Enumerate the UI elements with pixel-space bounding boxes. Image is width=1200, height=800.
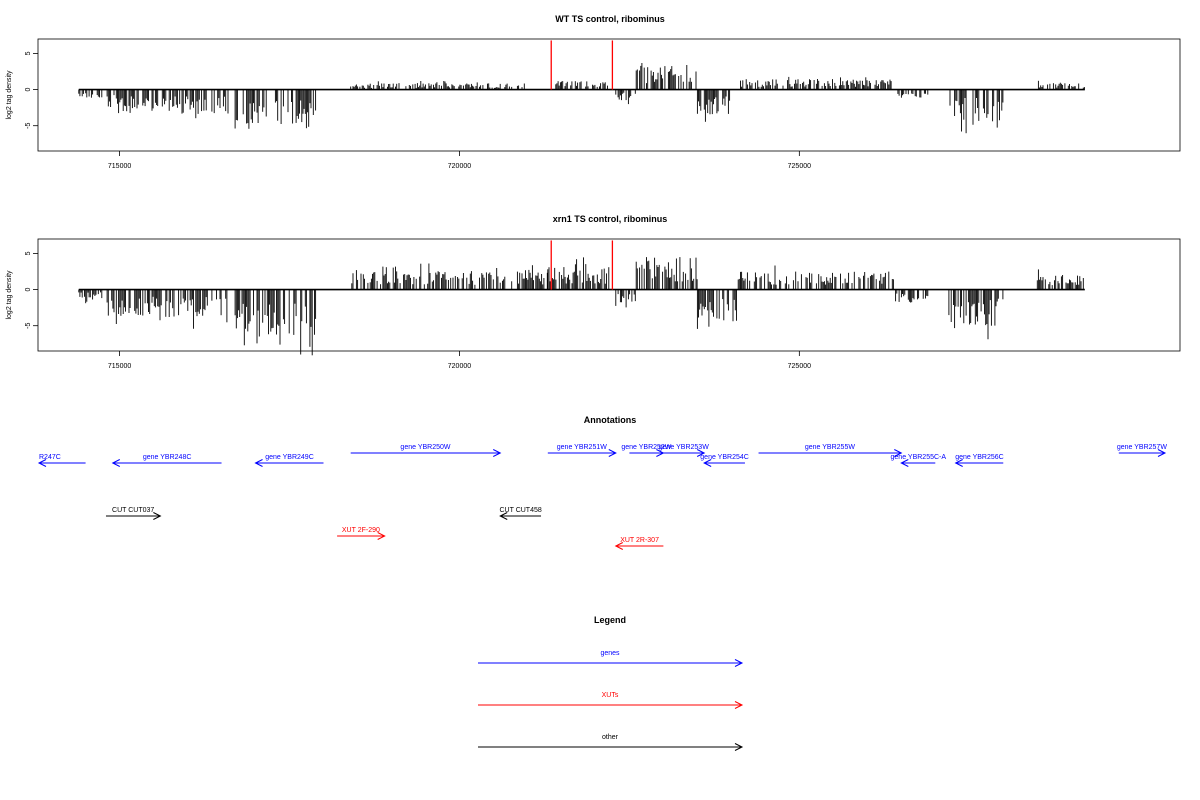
feature-label: gene YBR256C [955, 454, 1004, 461]
arrow-head [734, 701, 744, 709]
y-axis: -5 0 5 [25, 251, 38, 329]
feature-label: gene YBR248C [143, 454, 192, 461]
plot-frame [37, 38, 1181, 152]
legend: Legend genes XUTs other [478, 615, 744, 751]
panel-title: WT TS control, ribominus [555, 14, 665, 24]
legend-item: genes [478, 650, 744, 667]
coverage-panel-xrn1: xrn1 TS control, ribominus 715000 720000 7… [6, 214, 1181, 370]
feature-arrow: gene YBR255C-A [891, 454, 947, 467]
arrow-head [734, 743, 744, 751]
panel-title: xrn1 TS control, ribominus [553, 214, 668, 224]
y-axis-label: log2 tag density [6, 270, 13, 320]
annotations-title: Annotations [584, 415, 637, 425]
x-axis: 715000 720000 725000 [108, 151, 811, 170]
legend-label: other [602, 734, 619, 741]
feature-arrow: gene YBR250W [350, 444, 502, 457]
feature-arrow: gene YBR256C [954, 454, 1004, 467]
x-tick-label: 715000 [108, 163, 131, 170]
arrow-head [493, 449, 502, 457]
legend-title: Legend [594, 615, 626, 625]
x-tick-label: 715000 [108, 363, 131, 370]
feature-label: XUT 2F-290 [342, 527, 380, 534]
feature-arrow: gene YBR248C [111, 454, 222, 467]
y-axis-label: log2 tag density [6, 70, 13, 120]
feature-label: gene YBR250W [400, 444, 450, 451]
y-tick-label: -5 [25, 122, 32, 128]
legend-item: XUTs [478, 692, 744, 709]
arrow-head [608, 449, 617, 457]
feature-arrow: gene YBR255W [758, 444, 903, 457]
y-tick-label: 5 [25, 251, 32, 255]
arrow-head [954, 459, 963, 467]
feature-label: gene YBR249C [265, 454, 314, 461]
coverage-bars [78, 40, 1085, 134]
feature-arrow: gene YBR251W [547, 444, 617, 457]
arrow-head [614, 542, 624, 550]
feature-arrow: XUT 2R-307 [614, 537, 664, 550]
feature-arrow: R247C [37, 454, 86, 467]
arrow-head [37, 459, 47, 467]
x-tick-label: 720000 [448, 363, 471, 370]
y-tick-label: 0 [25, 288, 32, 292]
legend-item: other [478, 734, 744, 751]
feature-label: gene YBR254C [700, 454, 749, 461]
arrow-head [499, 512, 508, 520]
arrow-head [1157, 449, 1167, 457]
feature-arrows: R247C gene YBR248C gene YBR249C gene YBR250… [37, 444, 1167, 550]
arrow-head [900, 459, 909, 467]
y-tick-label: 0 [25, 88, 32, 92]
feature-label: XUT 2R-307 [620, 537, 659, 544]
y-tick-label: 5 [25, 51, 32, 55]
x-tick-label: 720000 [448, 163, 471, 170]
arrow-head [696, 449, 706, 457]
arrow-head [254, 459, 263, 467]
feature-arrow: gene YBR254C [700, 454, 749, 467]
feature-label: gene YBR251W [557, 444, 607, 451]
feature-label: gene YBR255C-A [891, 454, 947, 461]
arrow-head [734, 659, 744, 667]
coverage-panel-wt: WT TS control, ribominus 715000 720000 725… [6, 14, 1181, 170]
x-tick-label: 725000 [788, 363, 811, 370]
y-axis: -5 0 5 [25, 51, 38, 129]
feature-arrow: XUT 2F-290 [337, 527, 386, 540]
y-tick-label: -5 [25, 322, 32, 328]
feature-label: R247C [39, 454, 61, 461]
feature-arrow: gene YBR253W [659, 444, 709, 457]
x-axis: 715000 720000 725000 [108, 351, 811, 370]
legend-label: genes [600, 650, 620, 657]
arrow-head [894, 449, 903, 457]
feature-label: CUT CUT037 [112, 507, 154, 514]
annotations-track: Annotations R247C gene YBR248C gene YBR249… [37, 415, 1167, 550]
feature-arrow: gene YBR257W [1117, 444, 1167, 457]
feature-label: gene YBR252W [621, 444, 671, 451]
arrow-head [377, 532, 386, 540]
arrow-head [703, 459, 712, 467]
feature-arrow: CUT CUT458 [499, 507, 542, 520]
arrow-head [111, 459, 120, 467]
arrow-head [153, 512, 162, 520]
feature-label: gene YBR257W [1117, 444, 1167, 451]
feature-label: CUT CUT458 [499, 507, 541, 514]
feature-label: gene YBR253W [659, 444, 709, 451]
feature-arrow: gene YBR249C [254, 454, 324, 467]
legend-label: XUTs [602, 692, 619, 699]
legend-items: genes XUTs other [478, 650, 744, 751]
coverage-bars [78, 240, 1085, 356]
x-tick-label: 725000 [788, 163, 811, 170]
feature-arrow: CUT CUT037 [105, 507, 162, 520]
plot-frame [37, 238, 1181, 352]
feature-label: gene YBR255W [805, 444, 855, 451]
